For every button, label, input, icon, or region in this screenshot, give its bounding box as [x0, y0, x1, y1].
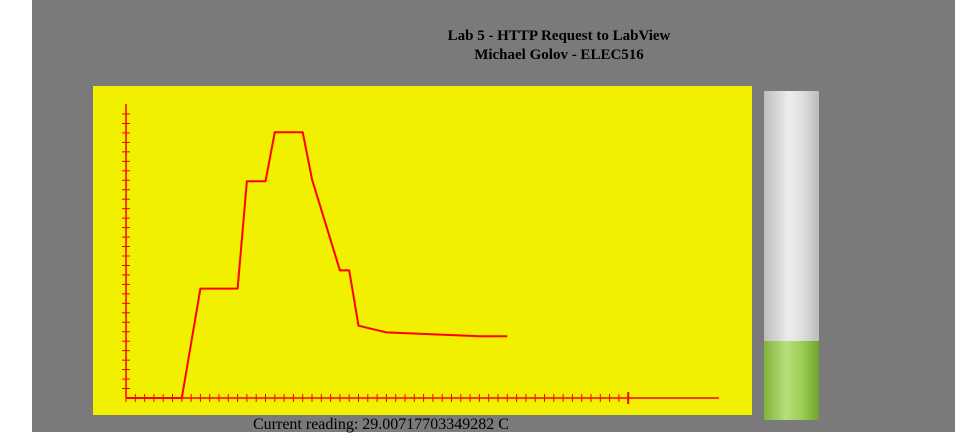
- page-title: Lab 5 - HTTP Request to LabView Michael …: [369, 27, 749, 65]
- title-line-1: Lab 5 - HTTP Request to LabView: [447, 28, 671, 44]
- thermometer-level: [764, 341, 819, 420]
- page-background: Lab 5 - HTTP Request to LabView Michael …: [32, 0, 955, 433]
- thermometer-gauge: [764, 91, 819, 420]
- chart-canvas: [122, 104, 719, 404]
- temperature-chart: [93, 86, 752, 415]
- temperature-series-line: [126, 131, 508, 399]
- title-line-2: Michael Golov - ELEC516: [474, 47, 644, 63]
- current-reading: Current reading: 29.00717703349282 C: [253, 416, 509, 433]
